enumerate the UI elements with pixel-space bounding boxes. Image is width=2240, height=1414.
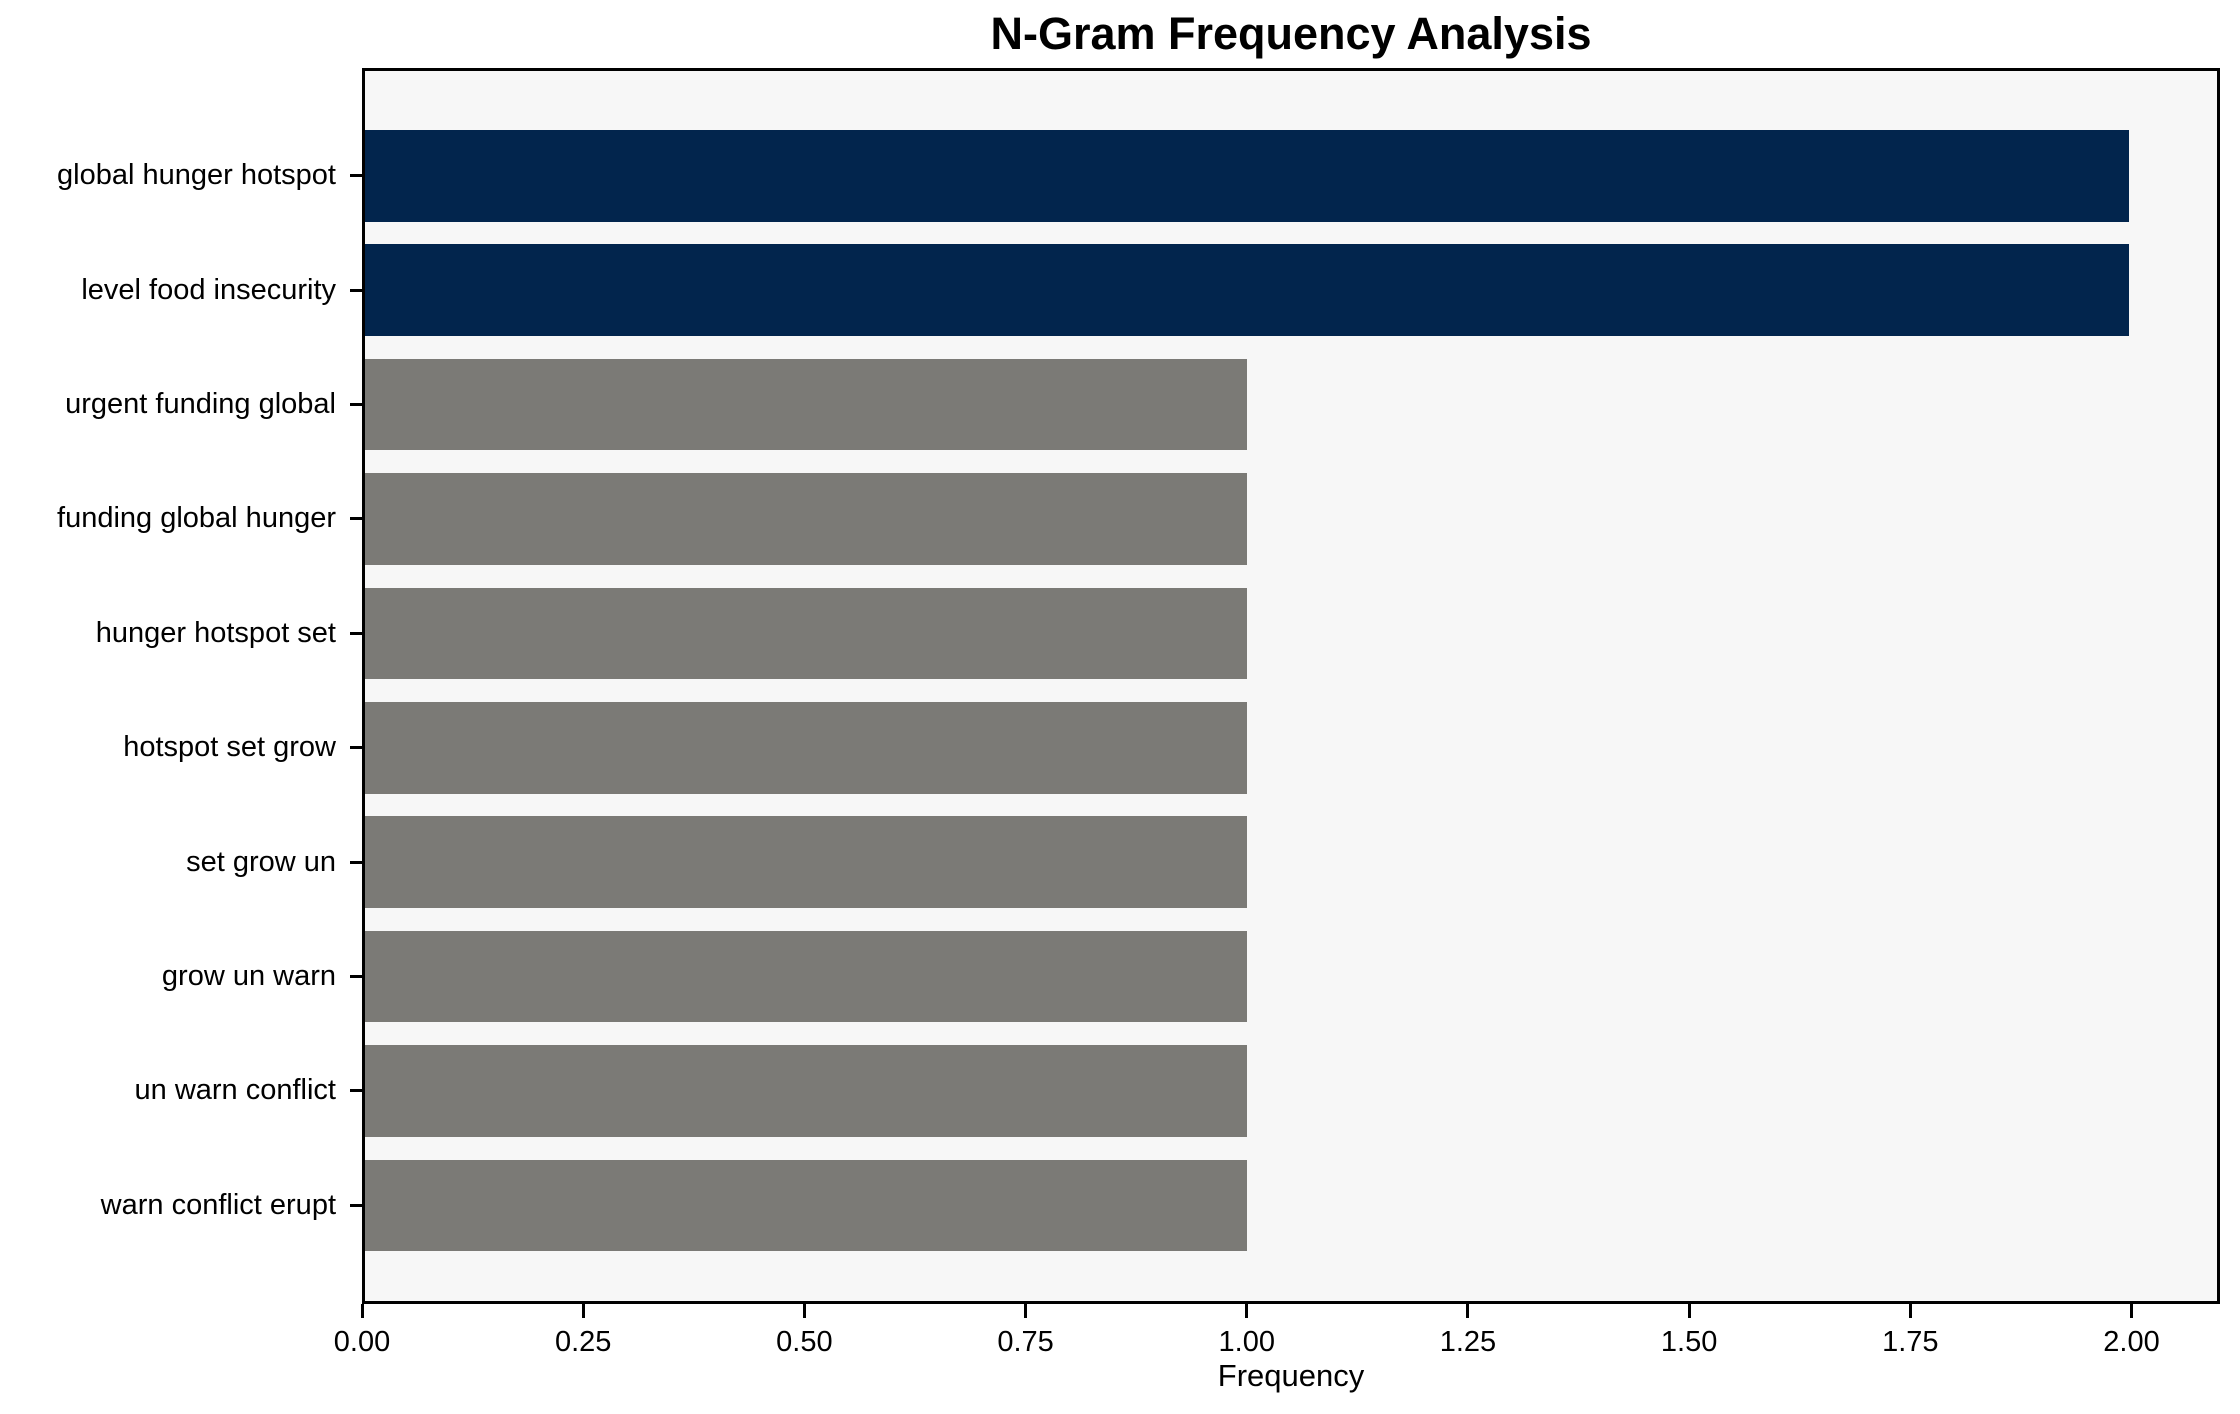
bar-0 <box>365 130 2129 222</box>
x-tick-label: 1.50 <box>1660 1326 1718 1358</box>
y-tick-label: global hunger hotspot <box>57 159 336 192</box>
x-axis-label: Frequency <box>1217 1358 1365 1393</box>
x-axis-ticks: 0.00 0.25 0.50 0.75 1.00 1.25 1.50 1.75 2.00 <box>334 1304 2220 1374</box>
bar-9 <box>365 1159 1247 1252</box>
x-tick-mark <box>2130 1304 2134 1318</box>
x-tick-mark <box>1687 1304 1691 1318</box>
y-tick-label: hunger hotspot set <box>95 616 336 649</box>
bar-2 <box>365 358 1247 451</box>
y-tick-label: grow un warn <box>161 960 336 993</box>
x-tick-mark <box>1466 1304 1470 1318</box>
bar-1 <box>365 244 2129 336</box>
y-tick-mark <box>350 403 362 407</box>
y-tick-mark <box>350 1089 362 1093</box>
y-tick-label: hotspot set grow <box>123 731 336 764</box>
x-tick-mark <box>1908 1304 1912 1318</box>
y-tick-mark <box>350 288 362 292</box>
x-tick-label: 0.50 <box>776 1326 833 1358</box>
x-tick-mark <box>802 1304 806 1318</box>
x-tick-label: 0.00 <box>333 1326 391 1358</box>
y-tick-mark <box>350 860 362 864</box>
bar-7 <box>365 930 1247 1023</box>
bar-8 <box>365 1045 1247 1137</box>
x-tick-mark <box>1245 1304 1249 1318</box>
x-tick-label: 1.00 <box>1218 1326 1275 1358</box>
y-tick-label: set grow un <box>186 845 336 878</box>
x-tick-mark <box>1024 1304 1028 1318</box>
y-tick-label: urgent funding global <box>65 388 336 421</box>
y-tick-mark <box>350 975 362 979</box>
y-tick-label: level food insecurity <box>81 273 336 306</box>
x-tick-label: 1.25 <box>1439 1326 1497 1358</box>
y-tick-mark <box>350 746 362 750</box>
x-tick-label: 1.75 <box>1882 1326 1939 1358</box>
chart-title: N-Gram Frequency Analysis <box>990 8 1592 59</box>
y-tick-mark <box>350 517 362 521</box>
y-tick-label: un warn conflict <box>134 1074 337 1107</box>
y-tick-label: warn conflict erupt <box>100 1188 336 1221</box>
plot-area <box>362 68 2220 1304</box>
x-tick-mark <box>581 1304 585 1318</box>
bar-6 <box>365 816 1247 908</box>
y-tick-mark <box>350 174 362 178</box>
y-tick-mark <box>350 1203 362 1207</box>
y-tick-mark <box>350 631 362 635</box>
bar-3 <box>365 473 1247 565</box>
bar-4 <box>365 587 1247 680</box>
x-tick-mark <box>360 1304 364 1318</box>
y-axis-labels: global hunger hotspot level food insecuri… <box>0 68 350 1304</box>
x-tick-label: 2.00 <box>2103 1326 2160 1358</box>
x-tick-label: 0.25 <box>554 1326 612 1358</box>
x-tick-label: 0.75 <box>997 1326 1054 1358</box>
y-tick-label: funding global hunger <box>57 502 336 535</box>
bar-5 <box>365 702 1247 794</box>
